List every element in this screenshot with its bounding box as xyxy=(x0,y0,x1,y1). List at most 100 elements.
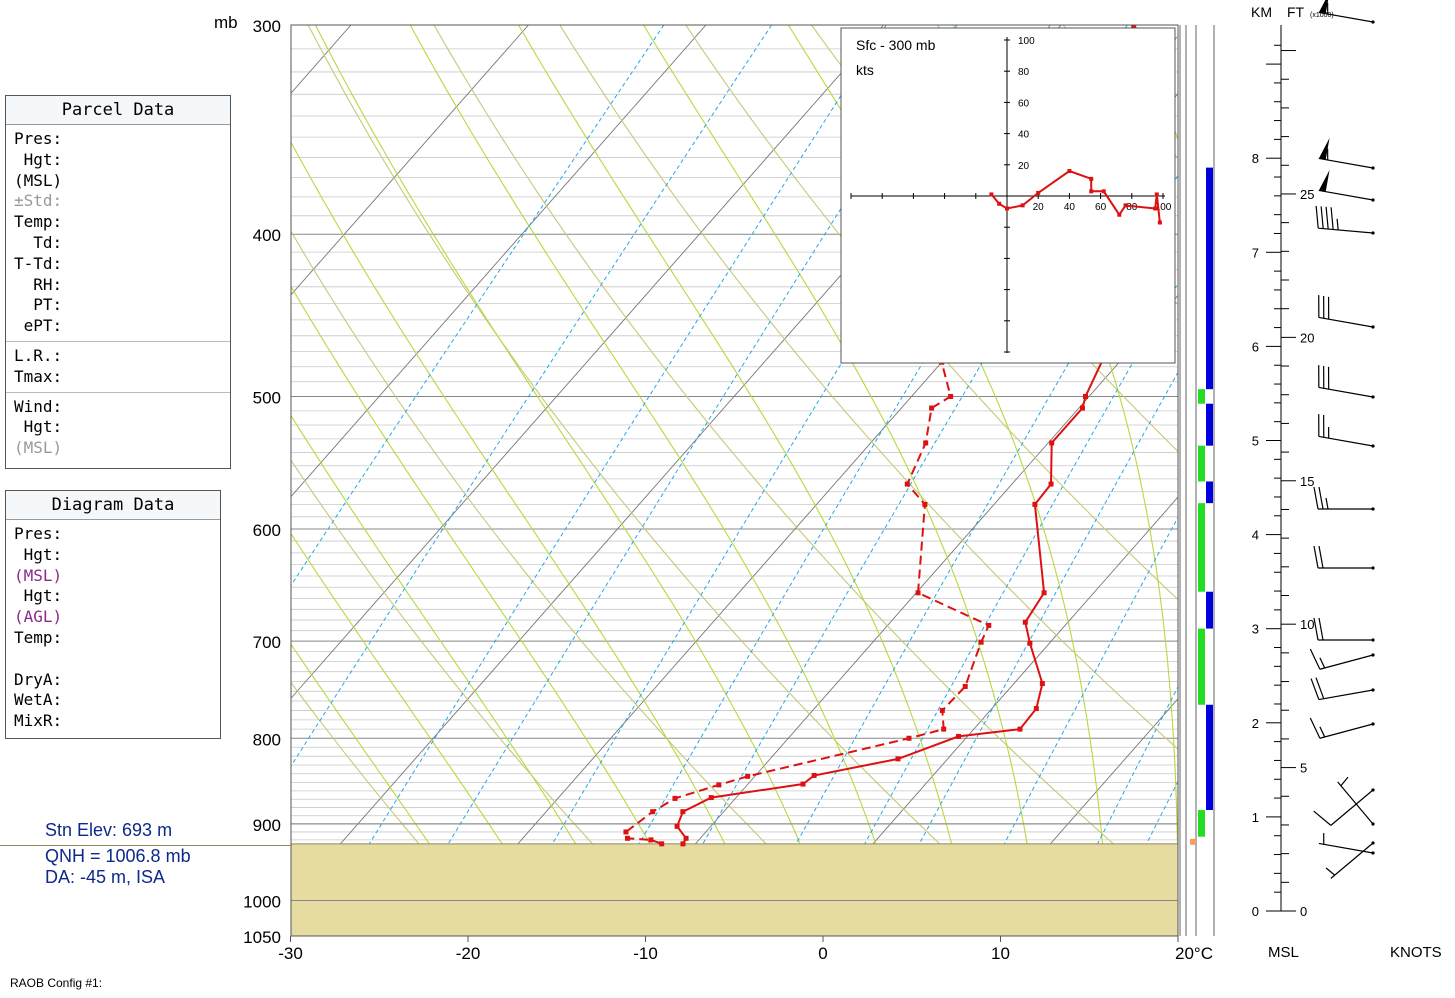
km-label: 4 xyxy=(1252,528,1259,543)
wind-barb-station xyxy=(1371,166,1375,170)
mixing-ratio-line xyxy=(1245,25,1455,936)
wind-barb-half xyxy=(1340,776,1349,787)
isotherm-line xyxy=(291,25,884,699)
field-label: Td: xyxy=(14,232,63,252)
wind-barb-shaft xyxy=(1330,789,1374,826)
wind-barb-shaft xyxy=(1319,654,1374,670)
plot-frame xyxy=(290,24,1179,937)
temperature-profile-point xyxy=(800,781,806,787)
isotherm-line xyxy=(291,25,529,296)
hodograph-point xyxy=(1101,189,1106,194)
wind-barb xyxy=(1318,137,1375,170)
temp-tick-label: -20 xyxy=(456,944,481,963)
wind-barb-flag xyxy=(1320,206,1324,229)
dewpoint-profile-point xyxy=(922,501,928,507)
dewpoint-profile-point xyxy=(659,841,665,847)
wind-barb xyxy=(1318,365,1375,399)
dry-adiabat xyxy=(1189,25,1455,936)
temperature-profile-point xyxy=(680,841,686,847)
temperature-profile-point xyxy=(1048,481,1054,487)
temperature-profile-point xyxy=(895,756,901,762)
pressure-tick-label: 700 xyxy=(253,633,281,652)
wind-barb-flag xyxy=(1309,717,1321,739)
wind-barb-station xyxy=(1371,638,1375,642)
ft-label: 10 xyxy=(1300,617,1314,632)
mixing-ratio-line xyxy=(1419,25,1455,936)
dewpoint-profile-point xyxy=(650,809,656,815)
km-label: 6 xyxy=(1252,339,1259,354)
hodograph[interactable]: Sfc - 300 mb kts 20 40 60 80 100 20 40 60 80 100 xyxy=(840,27,1176,364)
mixing-ratio-line xyxy=(744,174,1178,936)
dewpoint-profile-point xyxy=(941,726,947,732)
temp-tick-label: -30 xyxy=(278,944,303,963)
wind-barb-shaft xyxy=(1318,227,1374,234)
field-label: (AGL) xyxy=(14,607,63,627)
temp-tick-label: 0 xyxy=(818,944,827,963)
isotherm-line xyxy=(613,294,1178,936)
mixing-ratio-line xyxy=(1384,25,1455,936)
hodo-x-label: 20 xyxy=(1033,202,1045,213)
dewpoint-profile-point xyxy=(948,393,954,399)
cloud-bar xyxy=(1206,167,1213,390)
cloud-bar xyxy=(1198,810,1205,837)
wind-barb-pennant xyxy=(1318,137,1330,160)
cloud-bar xyxy=(1206,481,1213,504)
dewpoint-profile-point xyxy=(915,590,921,596)
temperature-profile-point xyxy=(680,809,686,815)
hodograph-point xyxy=(989,192,994,197)
pressure-tick-label: 800 xyxy=(253,730,281,749)
wind-barb-flag xyxy=(1318,545,1324,569)
field-label: Pres: xyxy=(14,524,63,543)
hodo-x-label: 80 xyxy=(1126,202,1138,213)
hodo-y-label: 40 xyxy=(1018,130,1030,141)
diagram-data-panel: Diagram Data Pres: Hgt: (MSL) Hgt: (AGL) Te… xyxy=(5,490,221,739)
wind-barb xyxy=(1318,169,1375,202)
dewpoint-profile-point xyxy=(906,735,912,741)
parcel-fields-group-1: Pres: Hgt: (MSL) ±Std: Temp: Td: T-Td: RH: P… xyxy=(6,125,230,337)
dewpoint-profile-point xyxy=(939,707,945,713)
wind-barb xyxy=(1325,841,1375,879)
hodo-y-label: 80 xyxy=(1018,67,1030,78)
station-elevation: Stn Elev: 693 m xyxy=(45,820,173,840)
field-label: Wind: xyxy=(14,396,63,416)
hodograph-point xyxy=(1154,192,1159,197)
field-label: DryA: xyxy=(14,669,63,689)
wind-barb-shaft xyxy=(1318,386,1374,398)
wind-barb-station xyxy=(1371,198,1375,202)
density-altitude: DA: -45 m, ISA xyxy=(45,867,166,887)
pressure-tick-label: 1000 xyxy=(243,893,281,912)
mixing-ratio-line xyxy=(291,25,773,767)
wind-barbs xyxy=(1309,0,1375,879)
dewpoint-profile-point xyxy=(672,795,678,801)
wind-barb xyxy=(1309,648,1375,670)
dewpoint-profile-point xyxy=(745,773,751,779)
wind-barb-half xyxy=(1336,218,1339,231)
wind-barb xyxy=(1313,788,1375,826)
wind-barb-station xyxy=(1371,841,1375,845)
height-scale: 0 1 2 3 4 5 6 7 8 0 5 10 15 20 25 KM FT (x1000) MSL KNOTS xyxy=(1251,4,1442,961)
hodo-x-label: 40 xyxy=(1064,202,1076,213)
msl-label: MSL xyxy=(1268,944,1299,961)
wind-barb-shaft xyxy=(1318,689,1374,701)
wind-barb xyxy=(1313,617,1375,642)
temperature-profile-point xyxy=(1017,726,1023,732)
wind-barb-flag xyxy=(1313,545,1319,569)
ground-area xyxy=(291,843,1178,936)
temperature-profile-point xyxy=(956,733,962,739)
ft-title: FT xyxy=(1287,4,1305,20)
cloud-bar xyxy=(1198,445,1205,482)
wind-barb-flag xyxy=(1313,617,1319,641)
wind-barb-shaft xyxy=(1318,842,1374,854)
wind-barb-station xyxy=(1371,444,1375,448)
temp-tick-label: 20°C xyxy=(1175,944,1213,963)
isotherm-line xyxy=(1324,25,1455,936)
wind-barb-station xyxy=(1371,822,1375,826)
wind-barb-station xyxy=(1371,566,1375,570)
wind-barb xyxy=(1313,545,1375,570)
pressure-tick-label: 300 xyxy=(253,17,281,36)
field-label: (MSL) xyxy=(14,565,63,585)
field-label: Hgt: xyxy=(14,544,63,564)
hodograph-point xyxy=(1089,189,1094,194)
ft-label: 15 xyxy=(1300,474,1314,489)
